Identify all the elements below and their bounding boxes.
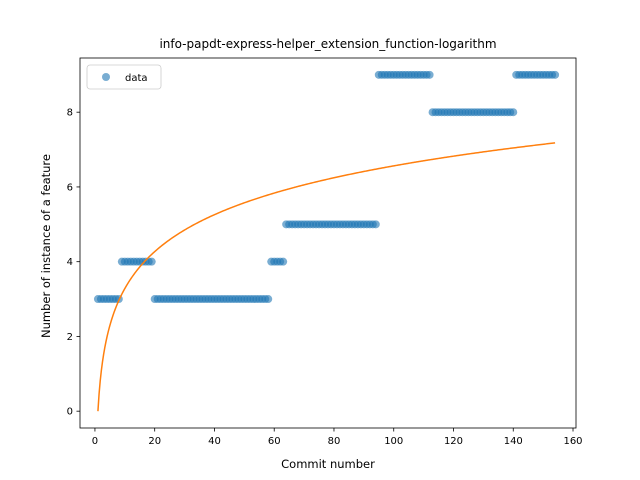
x-tick-label: 140 [504, 436, 523, 447]
y-tick-label: 0 [67, 407, 73, 418]
x-axis-label: Commit number [281, 457, 375, 471]
fit-line [97, 142, 556, 412]
scatter-point [425, 70, 434, 79]
scatter-point [509, 108, 518, 117]
x-tick-label: 100 [384, 436, 403, 447]
x-axis-ticks: 0 20 40 60 80 100 120 140 160 [92, 428, 583, 447]
y-tick-label: 4 [67, 257, 73, 268]
x-tick-label: 20 [148, 436, 161, 447]
scatter-point [371, 220, 380, 229]
plot-area [79, 57, 577, 429]
legend-marker [102, 73, 110, 81]
y-axis-label: Number of instance of a feature [39, 154, 53, 338]
y-axis-ticks: 0 2 4 6 8 [67, 108, 80, 418]
x-tick-label: 120 [444, 436, 463, 447]
x-tick-label: 160 [563, 436, 582, 447]
scatter-point [551, 70, 560, 79]
scatter-point [264, 295, 273, 304]
legend-label: data [125, 73, 148, 84]
data-layer [93, 70, 560, 412]
legend: data [86, 64, 162, 90]
x-tick-label: 0 [92, 436, 98, 447]
chart-title: info-papdt-express-helper_extension_func… [159, 37, 496, 51]
x-tick-label: 40 [208, 436, 221, 447]
axes-frame [79, 57, 577, 429]
y-tick-label: 6 [67, 182, 73, 193]
legend-box [86, 64, 162, 90]
y-tick-label: 2 [67, 332, 73, 343]
x-tick-label: 80 [328, 436, 341, 447]
scatter-point [279, 257, 288, 266]
y-tick-label: 8 [67, 108, 73, 119]
scatter-point [147, 257, 156, 266]
x-tick-label: 60 [268, 436, 281, 447]
